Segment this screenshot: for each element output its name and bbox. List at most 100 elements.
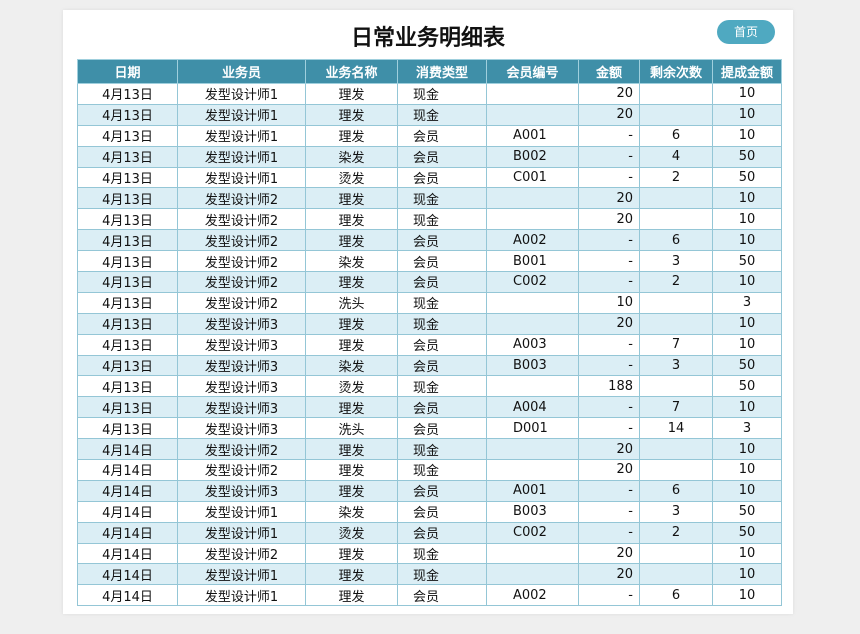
table-cell: B003 [486,354,579,377]
table-cell: 烫发 [305,521,398,544]
table-cell: 4月13日 [77,208,178,231]
table-cell: 4月13日 [77,166,178,189]
table-cell: 理发 [305,187,398,210]
table-cell: 现金 [397,187,487,210]
table-cell: 6 [639,479,713,502]
table-row: 4月13日 发型设计师2 洗头 现金 10 3 [77,291,782,314]
column-header: 业务名称 [305,59,398,84]
table-row: 4月13日 发型设计师3 理发 会员 A003-7 10 [77,333,782,356]
table-cell: 4月13日 [77,103,178,126]
card: 日常业务明细表 首页 日期 业务员 业务名称 消费类型 会员编号 金额 剩余次数 提成金额 4… [63,10,793,614]
table-row: 4月14日 发型设计师1 烫发 会员 C002-2 50 [77,521,782,544]
column-header: 日期 [77,59,178,84]
column-header: 会员编号 [486,59,579,84]
table-cell: 6 [639,229,713,252]
table-cell: 3 [639,354,713,377]
table-cell: 会员 [397,584,487,607]
table-cell [486,291,579,314]
table-row: 4月13日 发型设计师2 理发 现金 20 10 [77,208,782,231]
table-cell: 发型设计师1 [177,83,306,105]
table-cell: 洗头 [305,291,398,314]
table-cell: 发型设计师2 [177,271,306,293]
table-cell: 20 [578,83,640,105]
table-cell [639,103,713,126]
table-cell: 理发 [305,438,398,461]
table-cell: 理发 [305,208,398,231]
table-cell: D001 [486,417,579,440]
table-cell: 4月13日 [77,229,178,252]
table-cell: 10 [712,271,782,293]
table-cell: - [578,500,640,523]
table-cell: 4月13日 [77,271,178,293]
table-cell: 发型设计师1 [177,500,306,523]
table-cell [639,83,713,105]
table-cell: 发型设计师3 [177,333,306,356]
table-row: 4月13日 发型设计师1 染发 会员 B002-4 50 [77,145,782,168]
table-cell: 6 [639,124,713,147]
table-cell: 3 [639,500,713,523]
table-row: 4月13日 发型设计师3 理发 现金 20 10 [77,312,782,335]
table-cell: 10 [712,187,782,210]
table-cell: 发型设计师3 [177,479,306,502]
table-cell: - [578,250,640,273]
table-cell [486,438,579,461]
title: 日常业务明细表 [350,26,505,51]
table-cell [639,375,713,398]
table-cell: - [578,417,640,440]
table-cell: 发型设计师1 [177,166,306,189]
table-cell: 会员 [397,229,487,252]
table-cell: 现金 [397,459,487,481]
table-row: 4月14日 发型设计师2 理发 现金 20 10 [77,459,782,481]
table-cell: 4月14日 [77,563,178,586]
column-header: 金额 [578,59,640,84]
table-cell: 10 [712,396,782,419]
table-cell: 10 [712,479,782,502]
table-cell: 发型设计师3 [177,417,306,440]
table-cell: 发型设计师2 [177,438,306,461]
table-row: 4月13日 发型设计师3 洗头 会员 D001-14 3 [77,417,782,440]
table-row: 4月14日 发型设计师1 理发 现金 20 10 [77,563,782,586]
table-cell: 7 [639,396,713,419]
table-cell: 现金 [397,291,487,314]
table-cell: 188 [578,375,640,398]
table-cell: 10 [712,103,782,126]
table-cell: 发型设计师2 [177,291,306,314]
table-cell: B003 [486,500,579,523]
table-cell: 4月14日 [77,542,178,565]
table-cell: 会员 [397,250,487,273]
table-row: 4月14日 发型设计师2 理发 现金 20 10 [77,438,782,461]
table-cell: - [578,271,640,293]
table-cell: 理发 [305,333,398,356]
table-cell: 4月13日 [77,312,178,335]
table-cell: C001 [486,166,579,189]
table-cell: 50 [712,375,782,398]
table-cell: 14 [639,417,713,440]
table-cell: C002 [486,521,579,544]
table-cell: 会员 [397,166,487,189]
table-cell: 10 [712,124,782,147]
table-cell: 10 [712,83,782,105]
table-cell: 4 [639,145,713,168]
table-cell: 50 [712,354,782,377]
table-cell: 现金 [397,83,487,105]
table-body: 4月13日 发型设计师1 理发 现金 20 10 4月13日 发型设计师1 理发 现金 20 10 4月… [77,83,782,607]
table-cell: A001 [486,479,579,502]
table-cell: 10 [712,229,782,252]
table-cell [639,563,713,586]
home-button[interactable]: 首页 [717,20,775,44]
table-cell: - [578,166,640,189]
table-cell: 发型设计师2 [177,187,306,210]
table-cell: 发型设计师2 [177,542,306,565]
table-cell: 10 [712,312,782,335]
table-cell [639,208,713,231]
table-row: 4月14日 发型设计师2 理发 现金 20 10 [77,542,782,565]
table-row: 4月13日 发型设计师3 烫发 现金 188 50 [77,375,782,398]
table-cell: 6 [639,584,713,607]
table-cell: 理发 [305,479,398,502]
table-cell [486,83,579,105]
table-cell: 4月14日 [77,479,178,502]
table-cell: 理发 [305,542,398,565]
table-cell: 4月14日 [77,438,178,461]
table-cell: 50 [712,500,782,523]
